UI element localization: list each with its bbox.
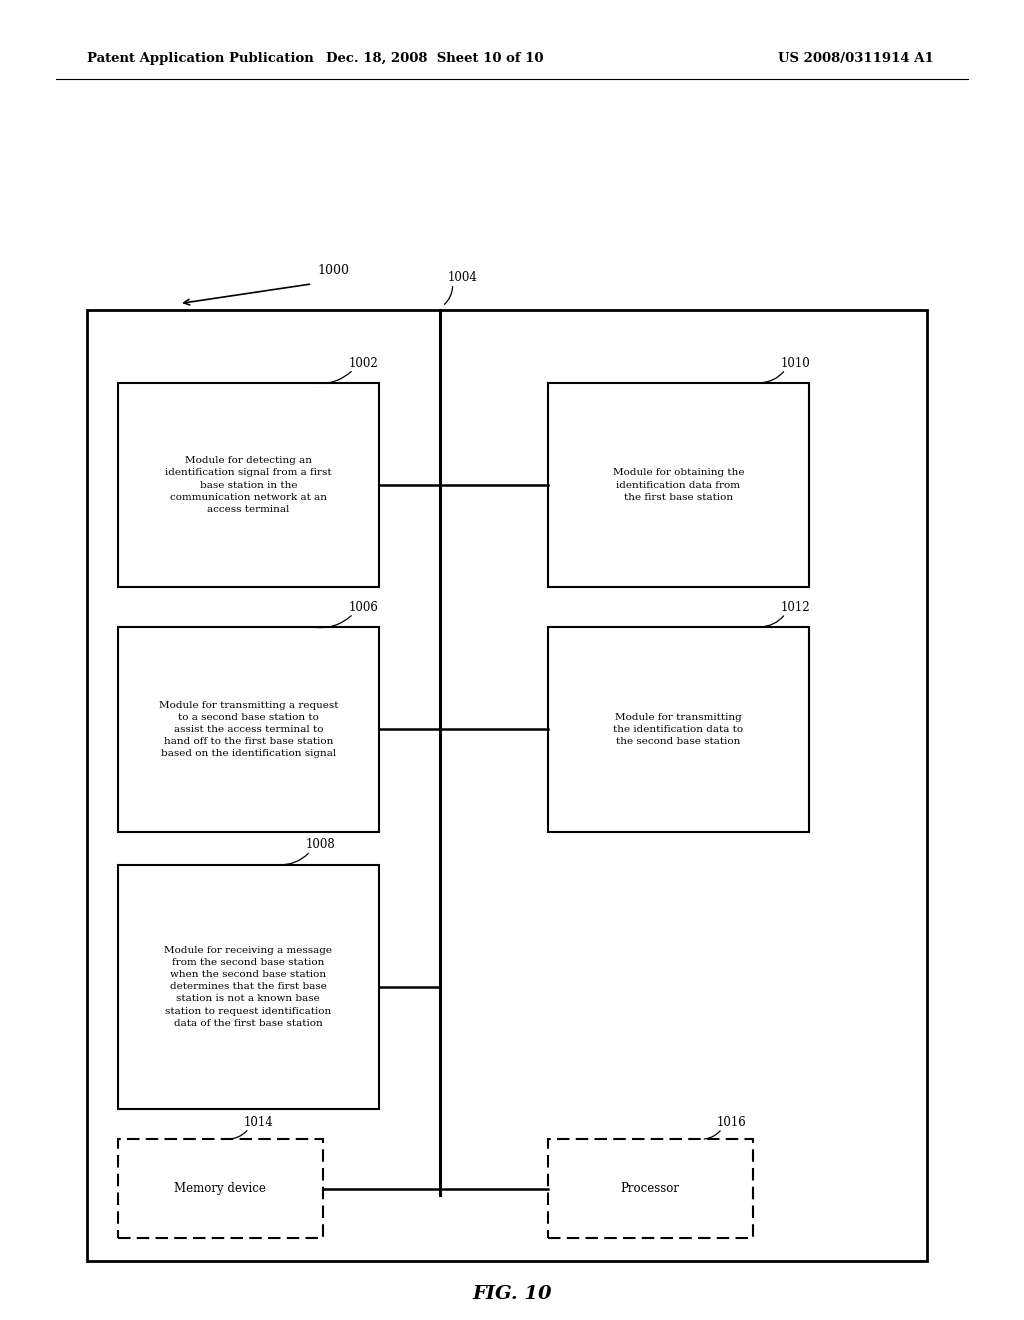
Text: 1004: 1004: [447, 271, 477, 284]
Text: Module for obtaining the
identification data from
the first base station: Module for obtaining the identification …: [612, 469, 744, 502]
Text: 1006: 1006: [348, 601, 378, 614]
Bar: [118, 865, 379, 1109]
Text: 1012: 1012: [780, 601, 810, 614]
Bar: [118, 1139, 323, 1238]
Bar: [118, 383, 379, 587]
Bar: [548, 383, 809, 587]
Text: Dec. 18, 2008  Sheet 10 of 10: Dec. 18, 2008 Sheet 10 of 10: [327, 51, 544, 65]
Text: 1010: 1010: [780, 356, 810, 370]
Text: 1014: 1014: [244, 1115, 273, 1129]
Text: Module for transmitting
the identification data to
the second base station: Module for transmitting the identificati…: [613, 713, 743, 746]
Text: FIG. 10: FIG. 10: [472, 1284, 552, 1303]
Text: 1016: 1016: [717, 1115, 746, 1129]
Text: 1000: 1000: [317, 264, 349, 277]
Text: Module for detecting an
identification signal from a first
base station in the
c: Module for detecting an identification s…: [165, 457, 332, 513]
Text: 1008: 1008: [305, 838, 335, 851]
Text: Memory device: Memory device: [174, 1183, 266, 1195]
Text: Patent Application Publication: Patent Application Publication: [87, 51, 313, 65]
Bar: [118, 627, 379, 832]
Bar: [548, 627, 809, 832]
Text: Module for receiving a message
from the second base station
when the second base: Module for receiving a message from the …: [164, 945, 333, 1028]
Bar: [87, 310, 927, 1261]
Text: Module for transmitting a request
to a second base station to
assist the access : Module for transmitting a request to a s…: [159, 701, 338, 758]
Text: US 2008/0311914 A1: US 2008/0311914 A1: [778, 51, 934, 65]
Text: 1002: 1002: [348, 356, 378, 370]
Bar: [548, 1139, 753, 1238]
Text: Processor: Processor: [621, 1183, 680, 1195]
